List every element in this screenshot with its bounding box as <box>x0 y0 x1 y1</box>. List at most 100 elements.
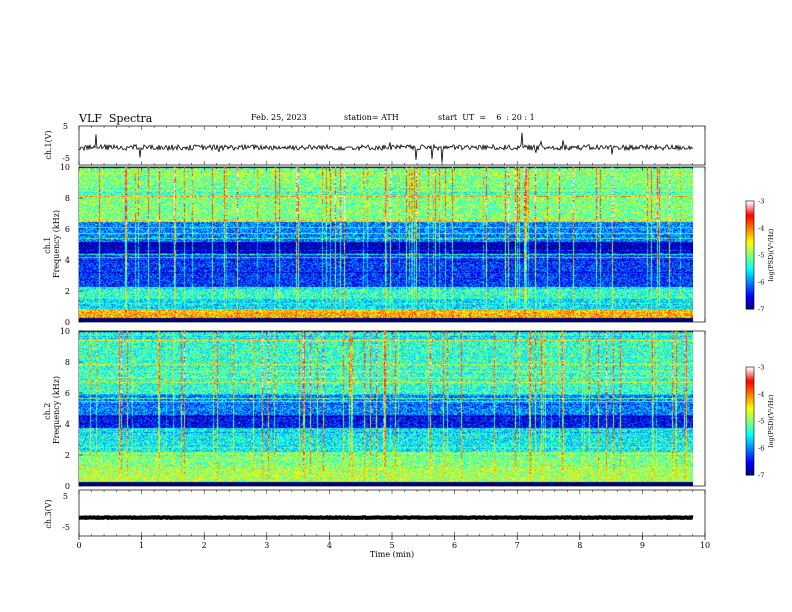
colorbar-cell <box>746 251 754 254</box>
colorbar-cell <box>746 460 754 463</box>
colorbar-frame <box>745 366 755 476</box>
colorbar-tick-label: -7 <box>758 306 764 314</box>
colorbar-cell <box>746 242 754 245</box>
station-label: station= ATH <box>344 113 399 122</box>
colorbar-cell <box>746 397 754 400</box>
colorbar-tick-label: -5 <box>758 252 764 260</box>
ch3-trace <box>78 514 694 521</box>
colorbar-cell <box>746 386 754 390</box>
colorbar-label: log(PSD)(V²/Hz) <box>767 228 775 281</box>
colorbar-cell <box>746 226 754 229</box>
colorbar-cell <box>746 282 754 285</box>
colorbar-cell <box>746 422 754 426</box>
colorbar-cell <box>746 285 754 288</box>
ch3-ylabel: ch.3(V) <box>44 499 53 528</box>
colorbar-cell <box>746 449 754 453</box>
colorbar-tick-label: -4 <box>758 391 764 399</box>
freq-tick-label: 0 <box>65 482 70 491</box>
colorbar-cell <box>746 367 754 370</box>
x-tick-label: 1 <box>139 541 144 550</box>
colorbar-cell <box>746 428 754 431</box>
x-tick-label: 2 <box>202 541 207 550</box>
colorbar-cell <box>746 372 754 375</box>
colorbar-cell <box>746 217 754 220</box>
colorbar-cell <box>746 271 754 274</box>
colorbar-cell <box>746 424 754 427</box>
colorbar-cell <box>746 231 754 234</box>
colorbar-cell <box>746 224 754 227</box>
ch1-colorbar: -3 -4 -5 -6 -7 log(PSD)(V²/Hz) <box>745 198 775 314</box>
colorbar-cell <box>746 240 754 243</box>
colorbar-cell <box>746 228 754 231</box>
colorbar-cell <box>746 202 754 206</box>
colorbar-cell <box>746 408 754 411</box>
ch1-ytick-top: 5 <box>63 122 68 131</box>
ch1-panel: 5 -5 ch.1(V) <box>44 122 706 166</box>
colorbar-cell <box>746 303 754 306</box>
colorbar-cell <box>746 451 754 454</box>
colorbar-cell <box>746 467 754 471</box>
freq-tick-label: 6 <box>65 225 70 234</box>
colorbar-cell <box>746 276 754 279</box>
colorbar-frame <box>745 200 755 310</box>
colorbar-cell <box>746 219 754 222</box>
x-axis: 0 1 2 3 4 5 6 7 8 9 10 <box>76 126 710 550</box>
colorbar-cell <box>746 291 754 294</box>
colorbar-cell <box>746 383 754 386</box>
colorbar-cell <box>746 255 754 258</box>
colorbar-cell <box>746 426 754 429</box>
colorbar-cell <box>746 244 754 247</box>
colorbar-cell <box>746 300 754 303</box>
ch3-ytick-top: 5 <box>63 492 68 501</box>
colorbar-cell <box>746 446 754 449</box>
colorbar-cell <box>746 464 754 467</box>
colorbar-cell <box>746 204 754 207</box>
colorbar-cell <box>746 229 754 233</box>
x-tick-label: 10 <box>700 541 710 550</box>
colorbar-cell <box>746 437 754 440</box>
ch1-spec-ylabel: ch.1 Frequency (kHz) <box>43 210 61 278</box>
colorbar-cell <box>746 238 754 242</box>
colorbar-cell <box>746 435 754 438</box>
colorbar-cell <box>746 294 754 297</box>
colorbar-cell <box>746 292 754 296</box>
colorbar-cell <box>746 417 754 420</box>
colorbar-cell <box>746 431 754 435</box>
colorbar-cell <box>746 274 754 278</box>
colorbar-cell <box>746 381 754 384</box>
colorbar-cell <box>746 390 754 393</box>
colorbar-cell <box>746 280 754 283</box>
colorbar-cell <box>746 301 754 305</box>
freq-tick-label: 8 <box>65 358 70 367</box>
colorbar-cell <box>746 210 754 213</box>
start-time-label: start UT = 6 : 20 : 1 <box>438 113 535 122</box>
ch1-ytick-bottom: -5 <box>62 154 70 163</box>
colorbar-cell <box>746 269 754 272</box>
colorbar-cell <box>746 466 754 469</box>
colorbar-cell <box>746 368 754 372</box>
freq-tick-label: 4 <box>65 256 70 265</box>
colorbar-cell <box>746 399 754 402</box>
ch2-spec-ylabel-line1: ch.2 <box>43 403 52 420</box>
colorbar-cell <box>746 233 754 236</box>
colorbar-cell <box>746 206 754 209</box>
colorbar-tick-label: -3 <box>758 364 764 372</box>
colorbar-cell <box>746 289 754 292</box>
freq-tick-label: 10 <box>60 327 70 336</box>
colorbar-cell <box>746 215 754 218</box>
colorbar-cell <box>746 220 754 224</box>
colorbar-tick-label: -3 <box>758 198 764 206</box>
figure-title: VLF Spectra <box>79 112 153 125</box>
freq-tick-label: 2 <box>65 451 70 460</box>
freq-tick-label: 2 <box>65 287 70 296</box>
ch1-spec-ylabel-line1: ch.1 <box>43 237 52 254</box>
colorbar-cell <box>746 412 754 415</box>
colorbar-cell <box>746 410 754 413</box>
x-tick-label: 7 <box>515 541 520 550</box>
colorbar-cell <box>746 404 754 408</box>
colorbar-cell <box>746 235 754 238</box>
colorbar-cell <box>746 253 754 256</box>
x-axis-label: Time (min) <box>370 550 414 559</box>
colorbar-cell <box>746 267 754 270</box>
